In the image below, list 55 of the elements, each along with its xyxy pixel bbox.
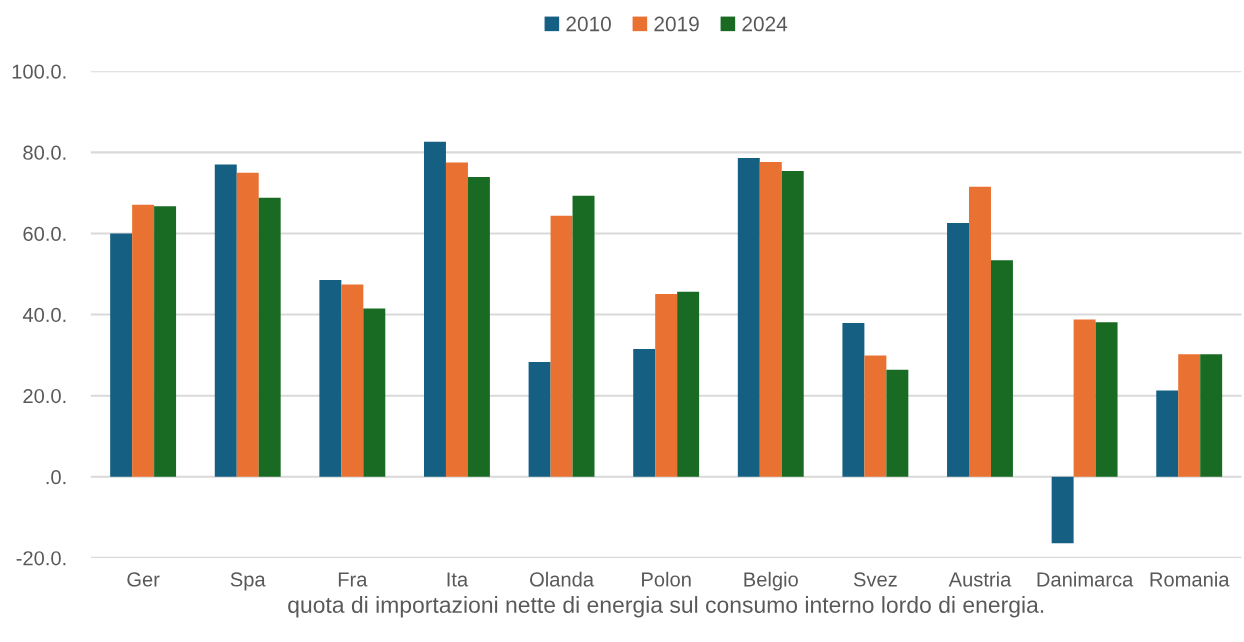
y-tick-label: 40.0.: [22, 307, 66, 323]
bar: [341, 284, 364, 477]
x-tick-label: Polon: [642, 571, 691, 587]
bar: [842, 323, 865, 477]
y-tick-label: 80.0.: [23, 145, 66, 160]
x-tick-label: Fra: [338, 572, 368, 587]
bar: [154, 206, 177, 477]
bar: [947, 222, 970, 477]
bar: [633, 349, 656, 477]
legend-label: 2024: [742, 16, 788, 32]
bar: [110, 233, 133, 477]
bar: [1178, 354, 1201, 477]
bar: [1200, 354, 1223, 477]
bar: [1156, 390, 1179, 477]
bar: [737, 158, 760, 477]
y-tick-label: .0.: [46, 470, 66, 485]
y-tick-label: 20.0.: [23, 388, 66, 404]
x-tick-label: Belgio: [744, 571, 798, 591]
x-tick-label: Romania: [1150, 571, 1230, 587]
y-tick-label: 60.0.: [23, 226, 66, 241]
y-tick-label: 100.0.: [12, 64, 66, 79]
bar: [1073, 319, 1096, 477]
x-tick-label: Ita: [447, 572, 469, 587]
y-tick-label: -20.0.: [16, 551, 66, 566]
bar: [864, 355, 887, 477]
bar: [990, 260, 1013, 477]
bar: [528, 362, 551, 477]
bar: [1051, 476, 1074, 544]
bar: [677, 291, 700, 477]
bar: [572, 195, 595, 477]
bar: [969, 186, 991, 477]
bar: [550, 215, 573, 477]
x-tick-label: Austria: [948, 571, 1012, 587]
bar: [132, 204, 155, 477]
bar: [781, 171, 804, 477]
bar: [214, 164, 237, 477]
bar: [445, 162, 468, 477]
x-tick-label: Danimarca: [1037, 571, 1134, 587]
bar: [759, 162, 782, 477]
bar: [236, 172, 259, 477]
bar: [423, 141, 446, 477]
bar: [886, 369, 909, 477]
bar: [258, 197, 281, 477]
bar: [1095, 322, 1118, 477]
legend-label: 2019: [654, 16, 699, 32]
x-tick-label: Spa: [230, 572, 266, 591]
x-tick-label: Olanda: [530, 571, 595, 587]
bar: [319, 280, 342, 477]
x-axis-title: quota di importazioni nette di energia sul consumo interno lordo di energia.: [288, 596, 1044, 618]
bar: [467, 177, 490, 477]
bar: [655, 293, 678, 477]
x-tick-label: Ger: [127, 572, 160, 587]
x-tick-label: Svez: [853, 572, 897, 587]
legend-label: 2010: [566, 16, 611, 32]
bar: [363, 308, 386, 477]
